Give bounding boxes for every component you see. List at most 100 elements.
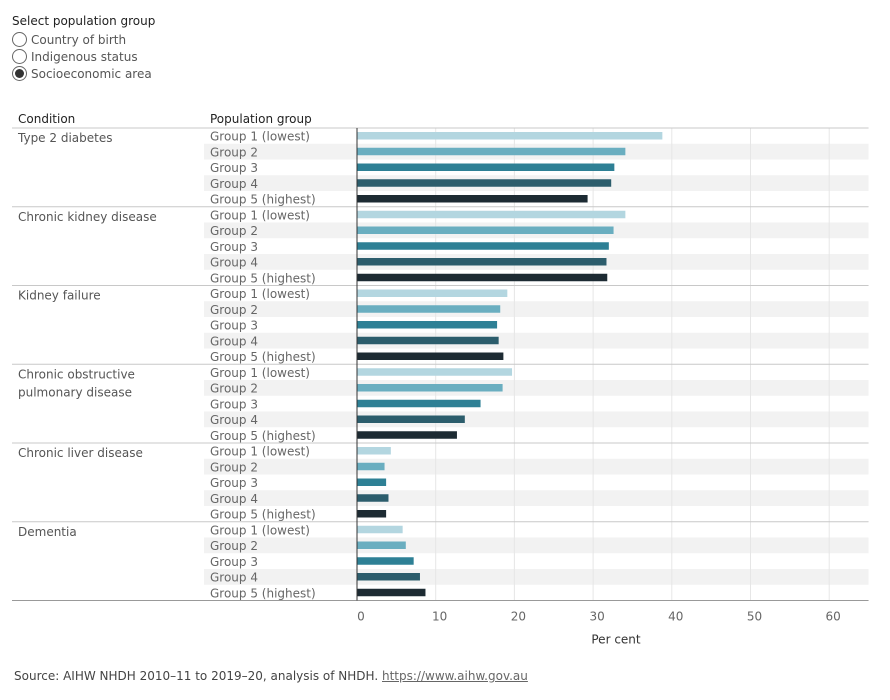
group-label: Group 1 (lowest)	[210, 445, 310, 459]
bar	[357, 273, 608, 282]
condition-label-line: Chronic kidney disease	[18, 210, 157, 224]
group-label: Group 2	[210, 382, 258, 396]
group-label: Group 5 (highest)	[210, 350, 316, 364]
radio-indigenous-status[interactable]: Indigenous status	[12, 48, 155, 65]
population-group-filter: Select population group Country of birth…	[12, 14, 155, 82]
group-label: Group 1 (lowest)	[210, 208, 310, 222]
group-label: Group 4	[210, 334, 258, 348]
group-label: Group 3	[210, 476, 258, 490]
row-band	[204, 537, 869, 554]
filter-title: Select population group	[12, 14, 156, 28]
row-band	[204, 458, 869, 475]
radio-selected-icon	[12, 66, 27, 81]
condition-label-line: Chronic liver disease	[18, 446, 143, 460]
group-label: Group 4	[210, 571, 258, 585]
group-label: Group 3	[210, 555, 258, 569]
group-label: Group 5 (highest)	[210, 429, 316, 443]
bar	[357, 541, 406, 549]
condition-label: Chronic kidney disease	[18, 210, 157, 224]
source-note: Source: AIHW NHDH 2010–11 to 2019–20, an…	[14, 669, 528, 683]
bar	[357, 336, 499, 345]
group-label: Group 5 (highest)	[210, 271, 316, 285]
condition-label: Chronic obstructive pulmonary disease	[18, 367, 135, 399]
bar	[357, 494, 389, 502]
condition-column-header: Condition	[18, 112, 76, 126]
row-band	[204, 490, 869, 506]
radio-label: Socioeconomic area	[31, 66, 152, 81]
group-label: Group 1 (lowest)	[210, 130, 310, 144]
row-band	[204, 332, 869, 349]
group-label: Group 1 (lowest)	[210, 287, 310, 301]
row-band	[204, 380, 869, 396]
radio-circle-icon	[12, 49, 27, 64]
bar	[357, 557, 414, 565]
group-label: Group 2	[210, 460, 258, 474]
source-link[interactable]: https://www.aihw.gov.au	[382, 669, 528, 683]
bar	[357, 210, 626, 219]
bar	[357, 147, 626, 156]
condition-label-line: pulmonary disease	[18, 385, 132, 399]
radio-circle-icon	[12, 32, 27, 47]
group-label: Group 4	[210, 177, 258, 191]
bar	[357, 242, 609, 250]
x-axis-title: Per cent	[591, 633, 641, 647]
bar	[357, 305, 501, 313]
group-label: Group 2	[210, 145, 258, 159]
bar	[357, 478, 387, 486]
x-tick-label: 20	[511, 610, 526, 624]
condition-label: Chronic liver disease	[18, 446, 143, 460]
bar	[357, 289, 508, 297]
condition-label-line: Chronic obstructive	[18, 367, 135, 381]
condition-label-line: Kidney failure	[18, 289, 101, 303]
condition-label-line: Dementia	[18, 525, 77, 539]
bar	[357, 179, 612, 187]
condition-label: Dementia	[18, 525, 77, 539]
bar	[357, 573, 420, 581]
bar	[357, 525, 403, 534]
x-tick-label: 50	[747, 610, 762, 624]
row-band	[204, 301, 869, 317]
x-tick-label: 40	[668, 610, 683, 624]
radio-label: Country of birth	[31, 32, 127, 47]
bar	[357, 226, 614, 234]
group-label: Group 4	[210, 413, 258, 427]
group-label: Group 1 (lowest)	[210, 366, 310, 380]
condition-label: Kidney failure	[18, 289, 101, 303]
bar	[357, 510, 387, 518]
bar	[357, 258, 607, 266]
group-label: Group 2	[210, 539, 258, 553]
bar	[357, 447, 391, 455]
group-label: Group 4	[210, 256, 258, 270]
condition-label-line: Type 2 diabetes	[17, 131, 112, 145]
bar	[357, 588, 426, 597]
group-label: Group 3	[210, 240, 258, 254]
group-label: Group 3	[210, 161, 258, 175]
group-label: Group 3	[210, 397, 258, 411]
condition-label: Type 2 diabetes	[17, 131, 112, 145]
group-label: Group 3	[210, 319, 258, 333]
bar	[357, 399, 481, 408]
row-band	[204, 569, 869, 585]
x-tick-label: 60	[826, 610, 841, 624]
bar	[357, 415, 465, 423]
bar	[357, 431, 457, 439]
group-label: Group 5 (highest)	[210, 586, 316, 600]
radio-label: Indigenous status	[31, 49, 138, 64]
x-tick-label: 30	[589, 610, 604, 624]
group-label: Group 5 (highest)	[210, 193, 316, 207]
x-tick-label: 0	[357, 610, 365, 624]
bar	[357, 384, 503, 392]
bar	[357, 321, 498, 329]
group-label: Group 2	[210, 303, 258, 317]
bar	[357, 132, 663, 140]
radio-country-of-birth[interactable]: Country of birth	[12, 31, 155, 48]
bar	[357, 163, 615, 171]
row-band	[204, 411, 869, 428]
source-text: Source: AIHW NHDH 2010–11 to 2019–20, an…	[14, 669, 379, 683]
bar	[357, 352, 504, 360]
population-group-column-header: Population group	[210, 112, 312, 126]
group-label: Group 5 (highest)	[210, 508, 316, 522]
radio-socioeconomic-area[interactable]: Socioeconomic area	[12, 65, 155, 82]
group-label: Group 4	[210, 492, 258, 506]
